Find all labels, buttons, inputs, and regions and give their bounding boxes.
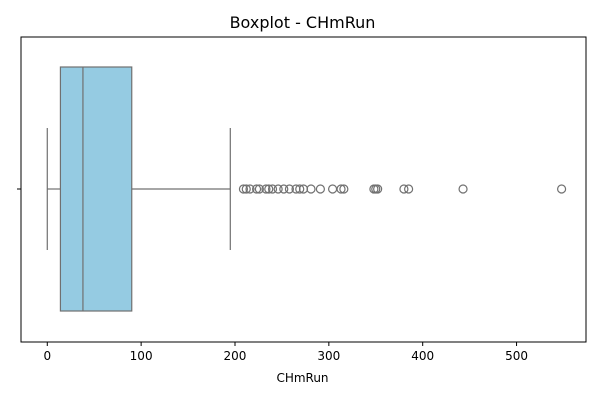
chart-title: Boxplot - CHmRun [230, 13, 376, 32]
outlier-point [315, 184, 325, 194]
outlier-point [339, 184, 349, 194]
outlier-point [336, 184, 346, 194]
x-tick-label: 100 [130, 349, 153, 363]
x-tick-label: 200 [224, 349, 247, 363]
outlier-point [261, 184, 271, 194]
outlier-point [241, 184, 251, 194]
iqr-box [59, 66, 133, 312]
outlier-point [254, 184, 264, 194]
x-tick-label: 400 [411, 349, 434, 363]
x-tick-label: 300 [317, 349, 340, 363]
outlier-point [399, 184, 409, 194]
outlier-point [458, 184, 468, 194]
outlier-point [279, 184, 289, 194]
outlier-point [251, 184, 262, 194]
outlier-point [267, 184, 278, 194]
outlier-point [373, 184, 383, 194]
x-tick-label: 500 [505, 349, 528, 363]
outlier-point [238, 184, 249, 194]
outlier-point [264, 184, 274, 194]
outlier-point [295, 184, 305, 194]
x-tick-label: 0 [43, 349, 51, 363]
box-group [46, 66, 231, 312]
outlier-point [245, 184, 255, 194]
outliers-group [238, 184, 567, 194]
outlier-point [556, 184, 567, 194]
x-axis-ticks: 0 100 200 300 400 500 [43, 342, 528, 363]
outlier-point [404, 184, 414, 194]
outlier-point [371, 184, 381, 194]
outlier-point [306, 184, 316, 194]
x-axis-label: CHmRun [276, 371, 328, 385]
outlier-point [284, 184, 295, 194]
outlier-point [273, 184, 283, 194]
outlier-point [327, 184, 338, 194]
